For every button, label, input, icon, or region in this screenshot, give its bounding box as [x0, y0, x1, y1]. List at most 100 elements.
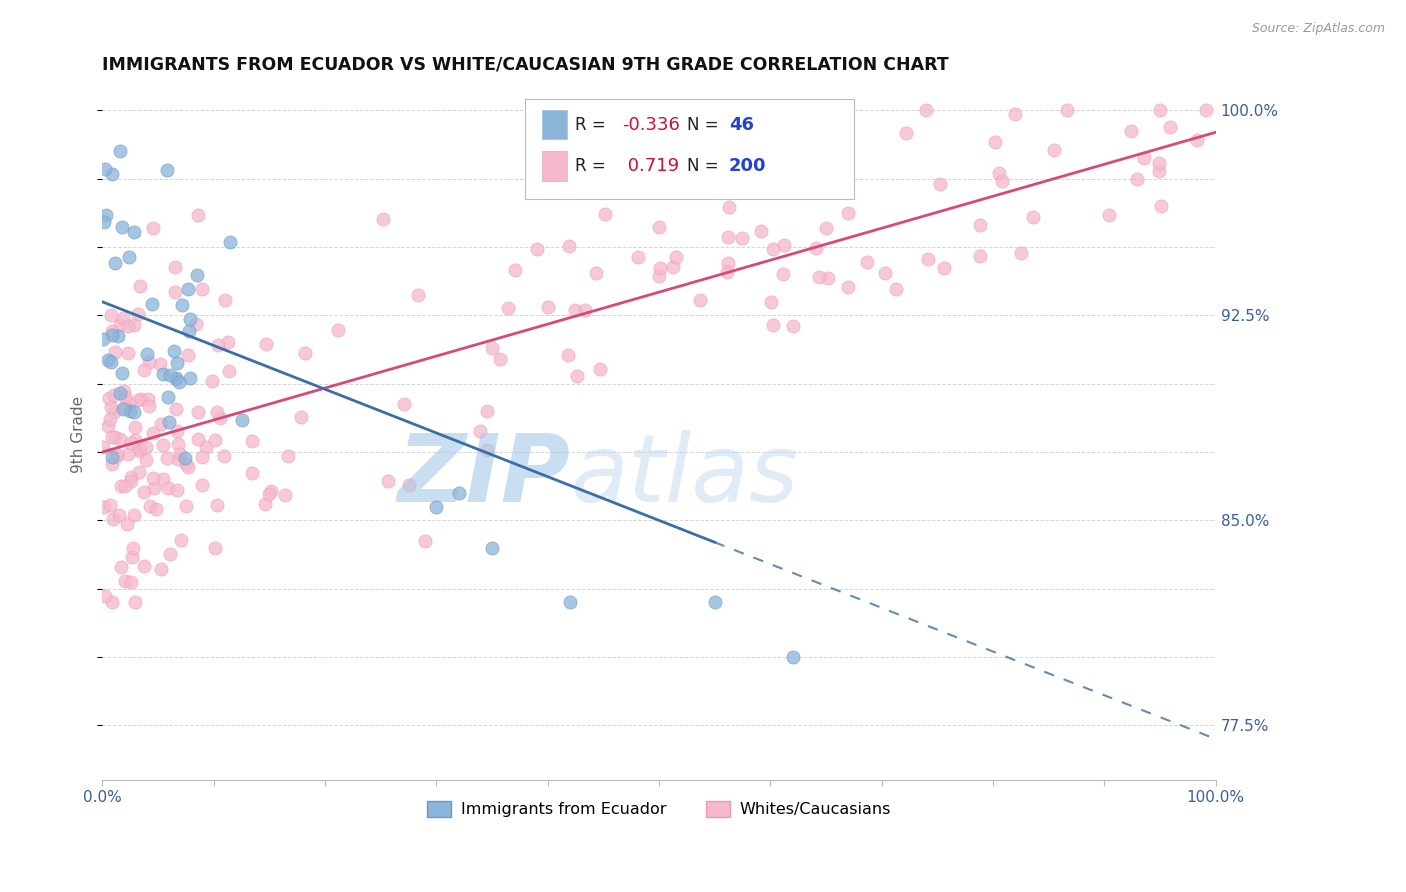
- Point: [807, 269, 830, 284]
- Point: [165, 371, 187, 385]
- Point: [100, 412, 122, 426]
- Point: [1150, 199, 1173, 213]
- Point: [101, 457, 124, 471]
- Text: 46: 46: [730, 116, 754, 134]
- Text: 0.719: 0.719: [623, 157, 679, 175]
- Point: [101, 430, 124, 444]
- Point: [817, 271, 839, 285]
- Point: [804, 241, 827, 255]
- Point: [214, 449, 236, 463]
- Point: [717, 256, 740, 270]
- Point: [177, 324, 200, 338]
- Point: [398, 478, 420, 492]
- Point: [150, 562, 173, 576]
- Point: [1187, 133, 1209, 147]
- Point: [717, 229, 740, 244]
- Point: [167, 376, 190, 390]
- Point: [104, 430, 127, 444]
- Point: [174, 500, 197, 514]
- Point: [117, 346, 139, 360]
- Point: [987, 166, 1010, 180]
- Point: [138, 355, 160, 369]
- Point: [94, 161, 117, 176]
- Point: [114, 391, 136, 405]
- Point: [1022, 210, 1045, 224]
- Point: [204, 433, 226, 447]
- Point: [132, 559, 155, 574]
- Point: [111, 402, 134, 417]
- Point: [1010, 246, 1032, 260]
- Point: [240, 466, 263, 480]
- Point: [187, 405, 209, 419]
- Point: [152, 438, 174, 452]
- Point: [204, 541, 226, 555]
- Point: [167, 437, 190, 451]
- Point: [93, 500, 115, 514]
- Point: [589, 361, 612, 376]
- Point: [111, 366, 134, 380]
- Point: [135, 347, 157, 361]
- Point: [159, 548, 181, 562]
- Point: [1147, 163, 1170, 178]
- Point: [326, 323, 349, 337]
- Point: [969, 219, 991, 233]
- Point: [166, 424, 188, 438]
- Point: [274, 487, 297, 501]
- Point: [929, 178, 952, 192]
- Point: [117, 447, 139, 461]
- Point: [152, 367, 174, 381]
- Point: [648, 219, 671, 234]
- Point: [1043, 143, 1066, 157]
- Point: [884, 282, 907, 296]
- Point: [716, 265, 738, 279]
- Point: [101, 167, 124, 181]
- Point: [184, 317, 207, 331]
- Point: [932, 260, 955, 275]
- Point: [165, 372, 187, 386]
- Point: [1056, 103, 1078, 118]
- Point: [475, 442, 498, 457]
- Point: [205, 405, 228, 419]
- Point: [179, 371, 201, 385]
- Bar: [543, 152, 567, 180]
- Point: [152, 472, 174, 486]
- Point: [564, 302, 586, 317]
- Point: [101, 324, 124, 338]
- Point: [187, 432, 209, 446]
- Point: [217, 334, 239, 349]
- Point: [121, 550, 143, 565]
- Point: [810, 146, 832, 161]
- Point: [174, 451, 197, 466]
- Point: [984, 135, 1007, 149]
- Point: [413, 534, 436, 549]
- Point: [257, 487, 280, 501]
- Point: [156, 390, 179, 404]
- Point: [187, 208, 209, 222]
- Point: [496, 301, 519, 315]
- Point: [148, 357, 170, 371]
- Point: [159, 368, 181, 383]
- Point: [117, 318, 139, 333]
- Point: [1159, 120, 1181, 135]
- Point: [425, 500, 447, 514]
- Point: [141, 297, 163, 311]
- Point: [761, 318, 783, 332]
- Point: [114, 479, 136, 493]
- Point: [91, 440, 114, 454]
- Point: [277, 449, 299, 463]
- Point: [256, 337, 278, 351]
- Point: [290, 410, 312, 425]
- Point: [103, 388, 125, 402]
- Point: [134, 485, 156, 500]
- Point: [627, 251, 650, 265]
- Point: [205, 498, 228, 512]
- Point: [114, 400, 136, 414]
- Point: [122, 318, 145, 332]
- Point: [120, 474, 142, 488]
- Point: [127, 308, 149, 322]
- Point: [110, 560, 132, 574]
- Point: [142, 426, 165, 441]
- Point: [191, 282, 214, 296]
- Point: [856, 254, 879, 268]
- Point: [165, 285, 187, 299]
